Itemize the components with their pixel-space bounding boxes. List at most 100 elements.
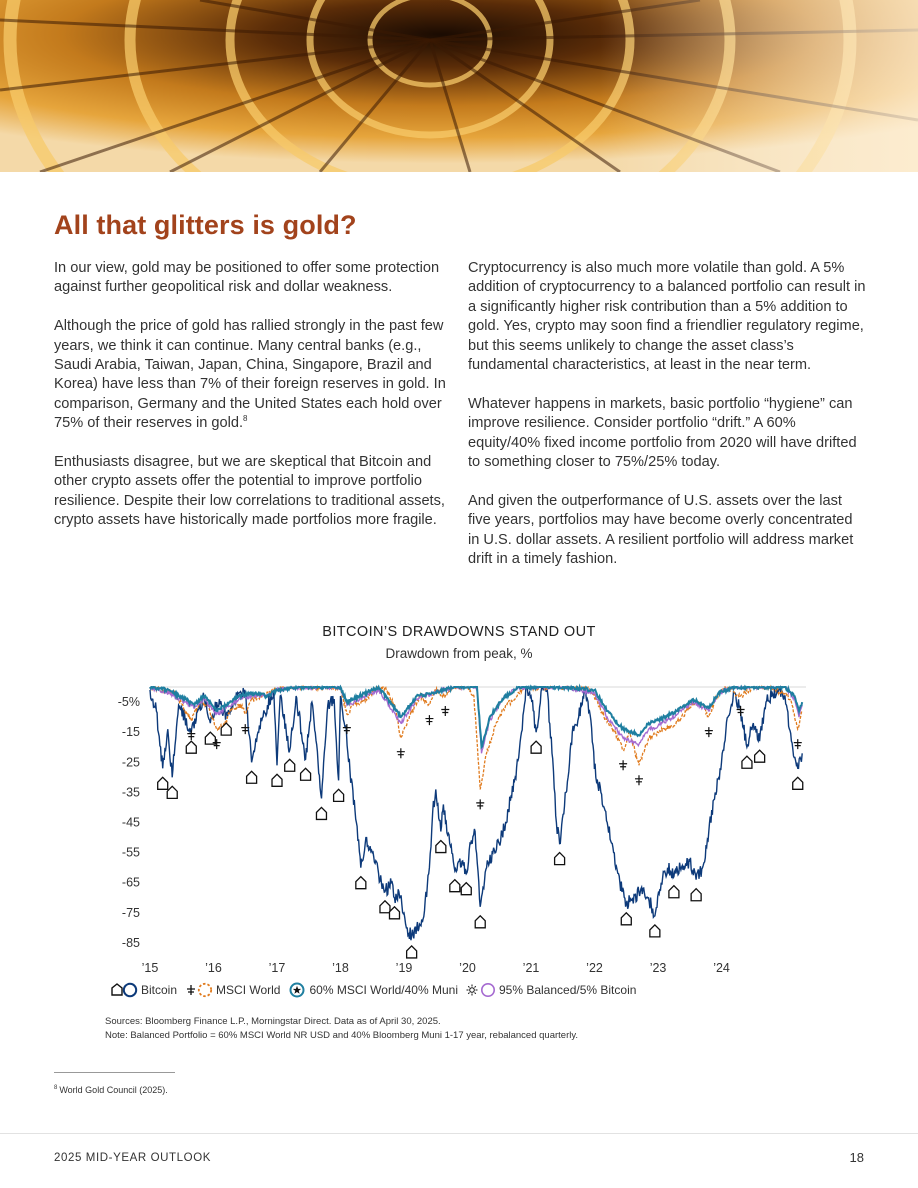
bitcoin-trough-marker (315, 806, 328, 821)
legend-label: 95% Balanced/5% Bitcoin (498, 983, 637, 997)
x-tick-label: ’15 (142, 961, 159, 975)
msci-trough-marker (704, 727, 713, 738)
series-line-bitcoin (149, 685, 803, 941)
paragraph: Whatever happens in markets, basic portf… (468, 395, 857, 471)
chart-title: BITCOIN’S DRAWDOWNS STAND OUT (322, 624, 596, 640)
msci-trough-marker (187, 730, 196, 741)
bitcoin-trough-marker (405, 945, 418, 959)
x-tick-label: ’17 (269, 961, 286, 975)
chart-notes: Sources: Bloomberg Finance L.P., Morning… (105, 1015, 578, 1043)
note-line: Note: Balanced Portfolio = 60% MSCI Worl… (105, 1030, 579, 1041)
msci-trough-marker (476, 799, 485, 810)
paragraph: Cryptocurrency is also much more volatil… (468, 260, 866, 374)
x-tick-label: ’16 (205, 961, 222, 975)
bitcoin-trough-marker (157, 776, 169, 790)
x-tick-label: ’23 (650, 961, 667, 975)
msci-trough-marker (441, 706, 450, 717)
legend-label: 60% MSCI World/40% Muni (309, 983, 458, 997)
bitcoin-trough-marker (668, 884, 680, 899)
paragraph-text: Although the price of gold has rallied s… (54, 318, 446, 432)
footer-publication: 2025 MID-YEAR OUTLOOK (54, 1152, 212, 1164)
y-tick-label: -15 (122, 725, 140, 739)
spiral-staircase-image (0, 0, 918, 172)
right-column: Cryptocurrency is also much more volatil… (468, 259, 866, 589)
msci-trough-marker (736, 706, 745, 717)
bitcoin-trough-marker (435, 839, 447, 854)
bitcoin-trough-marker (741, 755, 753, 769)
x-tick-label: ’22 (586, 961, 603, 975)
bitcoin-trough-marker (620, 911, 632, 926)
bitcoin-trough-marker (299, 767, 312, 781)
footnote-text: World Gold Council (2025). (59, 1085, 168, 1095)
balanced-legend-icon (289, 982, 305, 998)
bitcoin-trough-marker (474, 914, 486, 929)
bitcoin-trough-marker (792, 776, 804, 790)
msci-trough-marker (342, 724, 351, 735)
y-tick-label: -25 (122, 755, 140, 769)
paragraph: Enthusiasts disagree, but we are skeptic… (54, 454, 445, 529)
footnote-divider (54, 1072, 175, 1073)
legend-label: MSCI World (216, 983, 281, 997)
bitcoin-trough-marker (204, 731, 216, 745)
article-headline: All that glitters is gold? (54, 210, 357, 240)
bitcoin-trough-marker (690, 887, 702, 902)
bitcoin-trough-marker (166, 785, 178, 799)
legend-item-balanced: 60% MSCI World/40% Muni (288, 982, 458, 998)
legend-label: Bitcoin (141, 983, 178, 997)
msci-trough-marker (634, 775, 643, 786)
paragraph-with-footnote: Although the price of gold has rallied s… (54, 317, 452, 433)
chart-subtitle: Drawdown from peak, % (385, 646, 533, 661)
msci-trough-marker (425, 715, 434, 726)
x-tick-label: ’24 (713, 961, 730, 975)
bitcoin-trough-marker (332, 788, 345, 803)
chart-legend: Bitcoin MSCI World 60% MSCI World/40% Mu… (110, 982, 644, 998)
msci-trough-marker (619, 760, 628, 771)
y-tick-label: -85 (122, 936, 140, 950)
paragraph: And given the outperformance of U.S. ass… (468, 492, 854, 568)
x-tick-label: ’18 (332, 961, 349, 975)
y-tick-label: -65 (122, 876, 140, 890)
footer-divider (0, 1133, 918, 1134)
page-number: 18 (849, 1150, 864, 1165)
x-tick-label: ’21 (523, 961, 540, 975)
bitcoin-mix-legend-icon (466, 983, 495, 997)
bitcoin-trough-marker (185, 740, 197, 754)
series-line-msci-world (149, 684, 803, 790)
bitcoin-trough-marker (245, 770, 258, 784)
paragraph: In our view, gold may be positioned to o… (54, 260, 440, 296)
bitcoin-trough-marker (284, 758, 296, 772)
legend-item-bitcoin: Bitcoin (110, 982, 177, 998)
y-tick-label: -75 (122, 906, 140, 920)
x-tick-label: ’19 (396, 961, 413, 975)
drawdown-chart: -5% -15 -25 -35 -45 -55 -65 -75 -85’15 ’16 ’17 ’18 ’… (118, 683, 806, 975)
bitcoin-trough-marker (753, 749, 766, 763)
x-tick-label: ’20 (459, 961, 476, 975)
bitcoin-legend-icon (111, 982, 138, 998)
msci-trough-marker (212, 739, 221, 750)
series-line-60-msci-world-40-muni (149, 683, 804, 750)
legend-item-bitcoin-mix: 95% Balanced/5% Bitcoin (466, 982, 636, 998)
msci-trough-marker (241, 724, 250, 735)
hero-image (0, 0, 918, 172)
footnote-number: 8 (54, 1085, 58, 1091)
bitcoin-trough-marker (530, 740, 542, 754)
msci-world-legend-icon (187, 982, 213, 998)
msci-trough-marker (396, 748, 405, 759)
bitcoin-trough-marker (379, 899, 391, 914)
y-tick-label: -45 (122, 816, 140, 830)
left-column: In our view, gold may be positioned to o… (54, 259, 452, 550)
y-tick-label: -55 (122, 846, 140, 860)
bitcoin-trough-marker (649, 923, 661, 938)
legend-item-msci-world: MSCI World (185, 982, 280, 998)
bitcoin-trough-marker (449, 878, 461, 893)
bitcoin-trough-marker (355, 875, 367, 890)
y-tick-label: -5% (118, 695, 140, 709)
bitcoin-trough-marker (271, 773, 283, 787)
sources-line: Sources: Bloomberg Finance L.P., Morning… (105, 1016, 441, 1027)
bitcoin-trough-marker (220, 722, 232, 736)
bitcoin-trough-marker (388, 905, 401, 920)
bitcoin-trough-marker (553, 851, 566, 866)
footnote-ref: 8 (243, 414, 248, 424)
msci-trough-marker (793, 739, 802, 750)
y-tick-label: -35 (122, 785, 140, 799)
